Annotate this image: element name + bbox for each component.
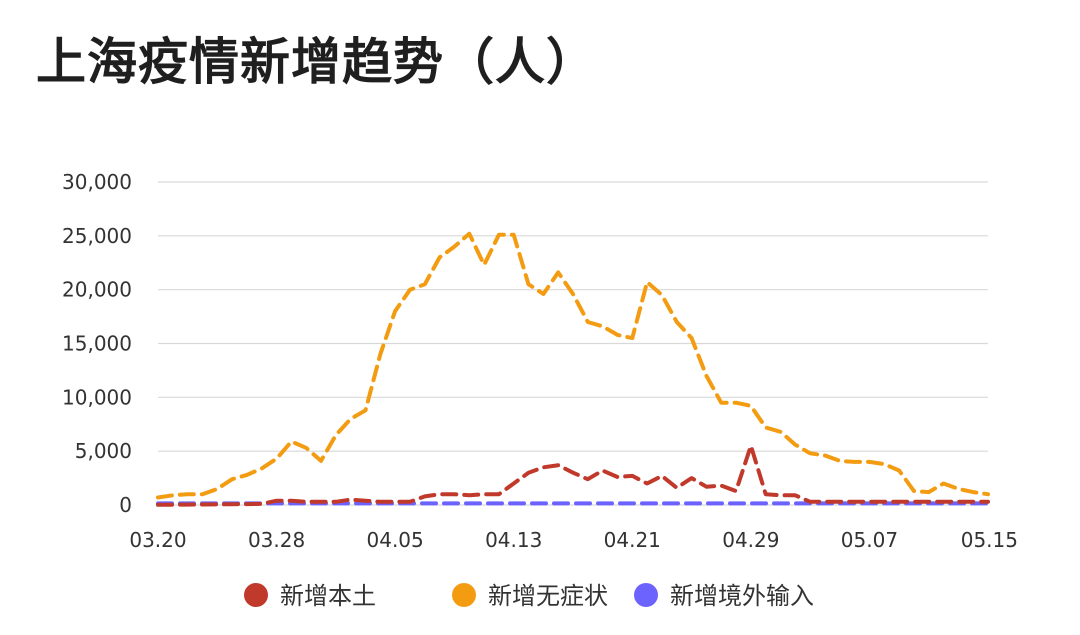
legend-label: 新增境外输入 — [670, 582, 814, 610]
legend-marker — [452, 583, 476, 607]
legend-label: 新增本土 — [280, 582, 376, 610]
y-tick-label: 20,000 — [62, 278, 132, 302]
series-lines — [156, 231, 990, 507]
legend-marker — [244, 583, 268, 607]
y-axis-ticks: 0 5,000 10,000 15,000 20,000 25,000 30,000 — [62, 170, 132, 517]
x-tick-label: 05.15 — [961, 528, 1018, 552]
x-tick-label: 04.21 — [604, 528, 661, 552]
legend: 新增本土 新增无症状 新增境外输入 — [244, 582, 814, 610]
x-tick-label: 04.05 — [367, 528, 424, 552]
series-line-1 — [156, 231, 990, 500]
gridlines — [158, 181, 988, 506]
x-tick-label: 03.20 — [129, 528, 186, 552]
x-tick-label: 04.13 — [485, 528, 542, 552]
y-tick-label: 15,000 — [62, 332, 132, 356]
y-tick-label: 30,000 — [62, 170, 132, 194]
y-tick-label: 5,000 — [75, 439, 132, 463]
legend-label: 新增无症状 — [488, 582, 608, 610]
legend-marker — [634, 583, 658, 607]
x-axis-ticks: 03.20 03.28 04.05 04.13 04.21 04.29 05.07 05.15 — [129, 528, 1018, 552]
y-tick-label: 0 — [119, 493, 132, 517]
chart-title: 上海疫情新增趋势（人） — [36, 33, 597, 91]
series-line-0 — [156, 443, 990, 507]
x-tick-label: 04.29 — [722, 528, 779, 552]
x-tick-label: 05.07 — [841, 528, 898, 552]
x-tick-label: 03.28 — [248, 528, 305, 552]
y-tick-label: 10,000 — [62, 385, 132, 409]
y-tick-label: 25,000 — [62, 224, 132, 248]
